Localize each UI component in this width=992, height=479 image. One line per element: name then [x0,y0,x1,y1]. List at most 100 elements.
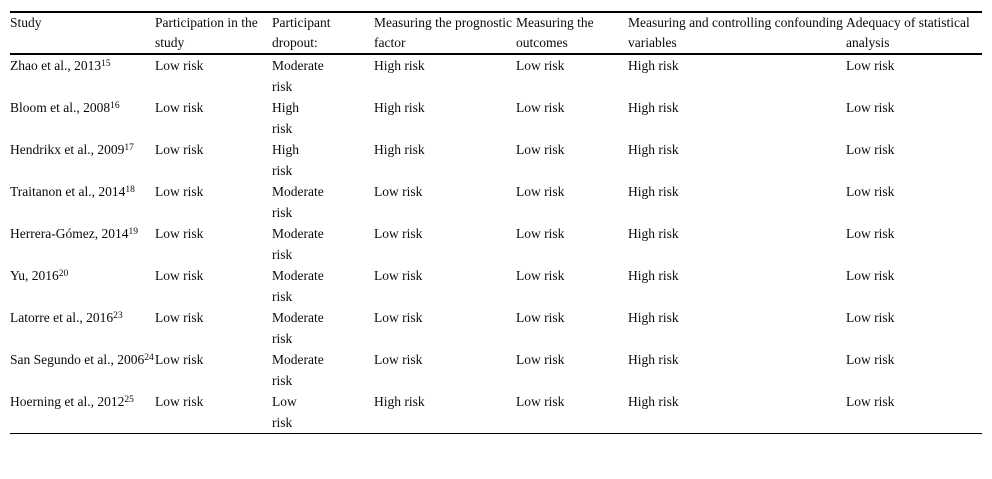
study-cell: Zhao et al., 201315 [10,54,155,97]
study-cell: Bloom et al., 200816 [10,97,155,139]
risk-cell: Low risk [846,268,895,283]
risk-cell: Moderate risk [272,352,324,388]
risk-cell: Low risk [272,394,297,430]
study-name: Bloom et al., 2008 [10,100,111,115]
risk-cell: Low risk [846,142,895,157]
table-row: Latorre et al., 201623 Low risk Moderate ri… [10,307,982,349]
study-cell: Hendrikx et al., 200917 [10,139,155,181]
risk-cell: Low risk [374,352,423,367]
risk-of-bias-table: Study Participation in the study Partici… [10,11,982,434]
risk-cell: High risk [628,226,679,241]
risk-cell: Low risk [155,184,204,199]
reference-superscript: 20 [58,268,69,279]
risk-cell: High risk [628,352,679,367]
reference-superscript: 19 [128,226,138,237]
risk-cell: High risk [628,184,679,199]
risk-cell: Low risk [846,226,895,241]
study-name: Hendrikx et al., 2009 [10,142,125,157]
table-row: Bloom et al., 200816 Low risk High risk High… [10,97,982,139]
study-name: Traitanon et al., 2014 [10,184,126,199]
study-name: Hoerning et al., 2012 [10,394,125,409]
risk-cell: Low risk [516,352,565,367]
risk-cell: Low risk [846,58,895,73]
risk-cell: Low risk [155,352,204,367]
risk-cell: Low risk [374,268,423,283]
risk-cell: Low risk [516,226,565,241]
risk-cell: Moderate risk [272,184,324,220]
risk-cell: Low risk [516,142,565,157]
risk-cell: Low risk [516,184,565,199]
risk-cell: High risk [628,268,679,283]
study-cell: Traitanon et al., 201418 [10,181,155,223]
risk-cell: Low risk [155,142,204,157]
risk-cell: Low risk [155,310,204,325]
table-row: Zhao et al., 201315 Low risk Moderate risk H… [10,54,982,97]
study-cell: Herrera-Gómez, 201419 [10,223,155,265]
reference-superscript: 16 [110,100,120,111]
column-header-participation: Participation in the study [155,12,272,55]
risk-cell: High risk [374,100,425,115]
column-header-prognostic-factor: Measuring the prognostic factor [374,12,516,55]
risk-cell: High risk [628,100,679,115]
study-name: Yu, 2016 [10,268,59,283]
table-row: Hoerning et al., 201225 Low risk Low risk Hi… [10,391,982,434]
header-row: Study Participation in the study Partici… [10,12,982,55]
risk-cell: Low risk [846,100,895,115]
risk-cell: Low risk [155,226,204,241]
risk-cell: High risk [628,142,679,157]
risk-cell: High risk [628,394,679,409]
reference-superscript: 25 [124,394,134,405]
risk-cell: Low risk [155,58,204,73]
risk-cell: Low risk [846,394,895,409]
reference-superscript: 23 [113,310,123,321]
column-header-study: Study [10,12,155,55]
study-name: Herrera-Gómez, 2014 [10,226,129,241]
table-row: Hendrikx et al., 200917 Low risk High risk H… [10,139,982,181]
study-cell: Hoerning et al., 201225 [10,391,155,434]
study-name: Zhao et al., 2013 [10,58,102,73]
risk-cell: Low risk [846,310,895,325]
reference-superscript: 18 [125,184,135,195]
risk-cell: High risk [628,310,679,325]
risk-cell: Low risk [516,58,565,73]
risk-cell: Low risk [374,226,423,241]
table-row: Yu, 201620 Low risk Moderate risk Low risk Lo… [10,265,982,307]
column-header-statistical-analysis: Adequacy of statistical analysis [846,12,982,55]
risk-cell: Moderate risk [272,226,324,262]
risk-cell: Low risk [516,100,565,115]
risk-cell: Moderate risk [272,268,324,304]
table-row: Traitanon et al., 201418 Low risk Moderate… [10,181,982,223]
column-header-outcomes: Measuring the outcomes [516,12,628,55]
study-cell: Latorre et al., 201623 [10,307,155,349]
risk-cell: High risk [374,142,425,157]
column-header-dropout: Participant dropout: [272,12,374,55]
table-row: Herrera-Gómez, 201419 Low risk Moderate ris… [10,223,982,265]
risk-cell: Moderate risk [272,58,324,94]
study-cell: Yu, 201620 [10,265,155,307]
study-name: San Segundo et al., 2006 [10,352,145,367]
risk-cell: High risk [272,142,299,178]
risk-cell: Low risk [155,394,204,409]
table-header: Study Participation in the study Partici… [10,12,982,55]
risk-cell: Low risk [374,184,423,199]
risk-cell: Low risk [374,310,423,325]
risk-cell: Low risk [516,394,565,409]
column-header-confounding: Measuring and controlling confounding va… [628,12,846,55]
table-row: San Segundo et al., 200624 Low risk Modera… [10,349,982,391]
risk-cell: High risk [374,58,425,73]
reference-superscript: 15 [101,58,111,69]
risk-cell: Low risk [516,310,565,325]
risk-cell: Low risk [846,184,895,199]
reference-superscript: 24 [144,352,154,363]
risk-cell: Low risk [155,268,204,283]
risk-cell: High risk [628,58,679,73]
reference-superscript: 17 [124,142,134,153]
risk-cell: Moderate risk [272,310,324,346]
risk-cell: High risk [374,394,425,409]
risk-cell: Low risk [516,268,565,283]
table-body: Zhao et al., 201315 Low risk Moderate risk H… [10,54,982,434]
study-name: Latorre et al., 2016 [10,310,114,325]
risk-cell: Low risk [155,100,204,115]
risk-cell: Low risk [846,352,895,367]
